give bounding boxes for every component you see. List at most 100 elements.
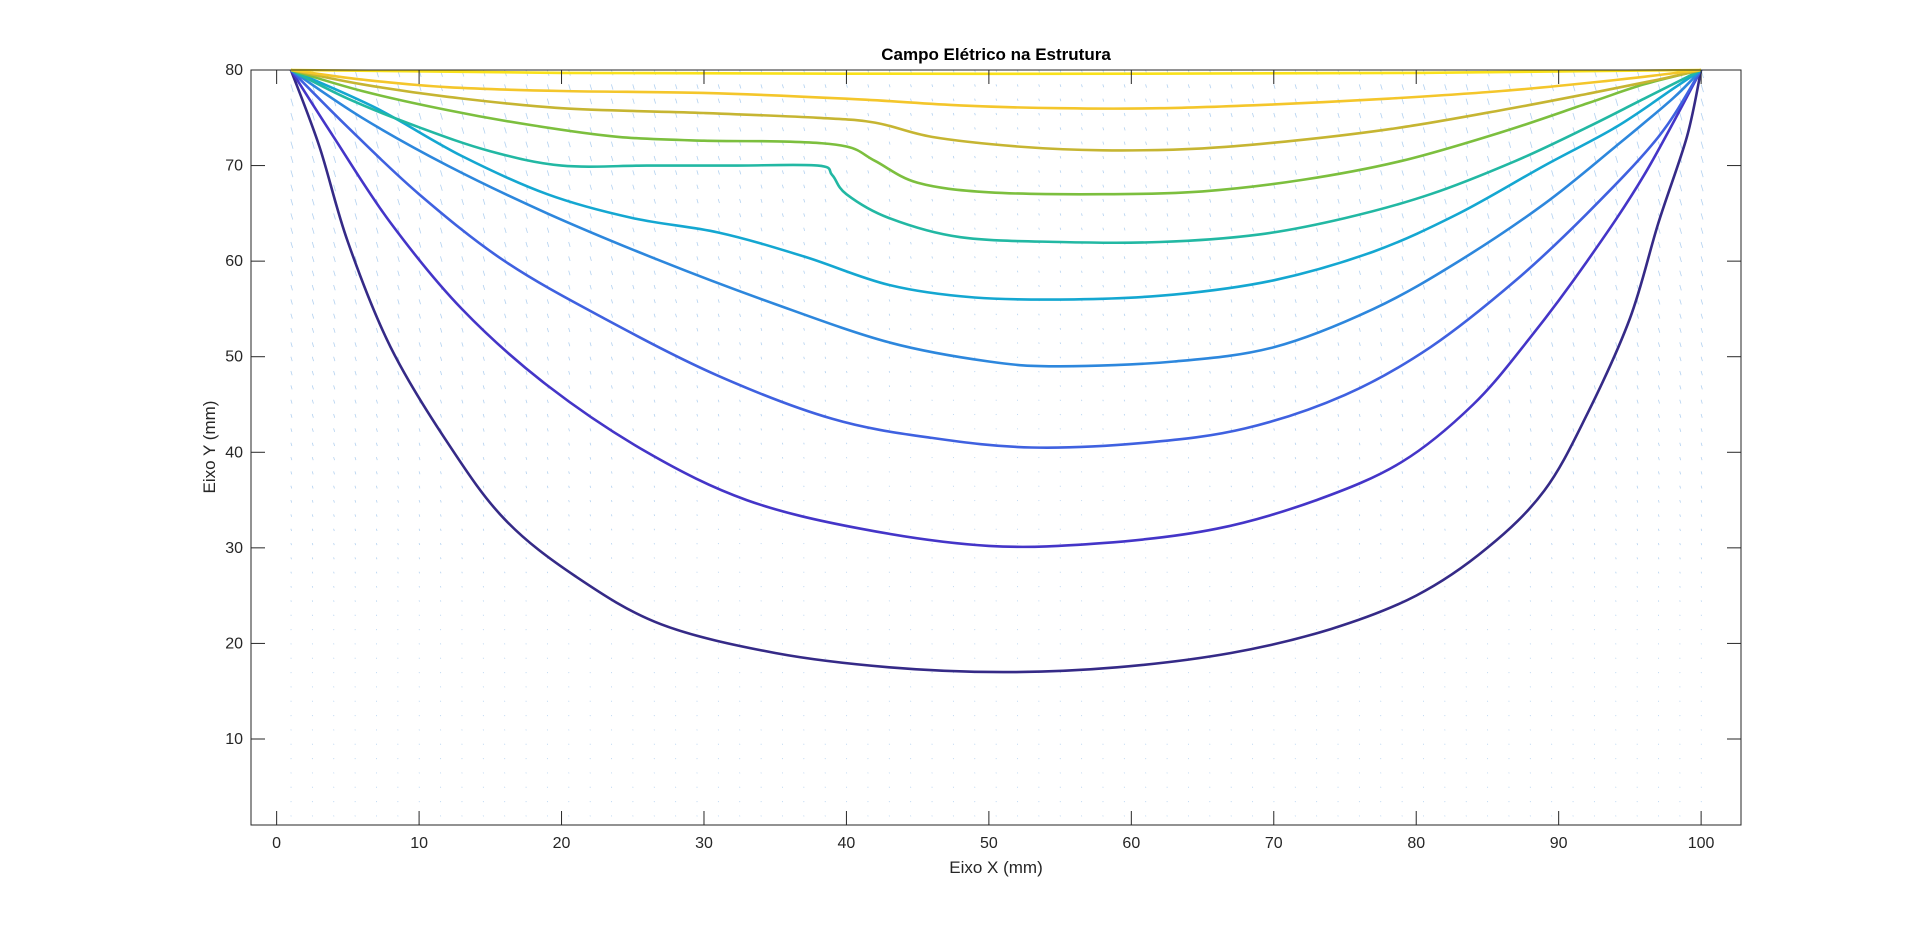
field-arrow [910, 284, 912, 288]
field-arrow [397, 542, 399, 546]
field-arrow [1016, 141, 1019, 144]
field-arrow [632, 428, 634, 432]
field-arrow [1209, 141, 1212, 146]
field-arrow [1551, 428, 1553, 432]
field-arrow [611, 184, 614, 190]
field-arrow [1337, 112, 1340, 119]
field-arrow [1465, 155, 1469, 162]
field-arrow [1657, 471, 1660, 475]
field-arrow [1294, 155, 1297, 161]
field-arrow [1551, 327, 1554, 333]
field-arrow [931, 213, 933, 216]
field-arrow [1081, 141, 1083, 145]
field-arrow [611, 356, 613, 361]
field-arrow [888, 327, 891, 331]
field-arrow [354, 356, 357, 362]
field-arrow [1422, 112, 1426, 119]
field-arrow [1700, 542, 1703, 546]
field-arrow [1401, 514, 1403, 517]
field-arrow [1166, 184, 1169, 189]
field-arrow [1380, 170, 1383, 176]
field-arrow [1401, 170, 1404, 176]
field-arrow [611, 284, 614, 290]
y-tick-label: 40 [225, 444, 243, 461]
field-arrow [1166, 127, 1169, 131]
field-arrow [632, 499, 634, 503]
field-arrow [611, 456, 613, 460]
field-arrow [1551, 413, 1553, 418]
field-arrow [1081, 327, 1083, 331]
field-arrow [739, 213, 742, 218]
field-arrow [1572, 514, 1574, 517]
field-arrow [311, 557, 314, 560]
field-arrow [1145, 299, 1147, 302]
field-arrow [1508, 342, 1511, 347]
field-arrow [1337, 127, 1340, 133]
field-arrow [311, 399, 314, 404]
field-arrow [1422, 499, 1425, 503]
field-arrow [375, 528, 378, 532]
field-arrow [675, 456, 677, 460]
field-arrow [611, 327, 613, 332]
field-arrow [482, 557, 485, 560]
field-arrow [375, 184, 379, 192]
field-arrow [1209, 385, 1211, 388]
field-arrow [1679, 428, 1682, 432]
field-arrow [1615, 227, 1618, 234]
field-arrow [760, 456, 762, 459]
field-arrow [418, 284, 421, 291]
field-arrow [1401, 485, 1404, 489]
field-arrow [1700, 471, 1703, 475]
field-arrow [1380, 514, 1382, 517]
field-arrow [803, 155, 806, 160]
field-arrow [1273, 184, 1276, 189]
field-arrow [888, 198, 891, 202]
field-arrow [461, 241, 464, 248]
field-arrow [888, 356, 891, 359]
field-arrow [1679, 270, 1682, 277]
field-arrow [1187, 198, 1190, 203]
field-arrow [675, 356, 677, 360]
field-arrow [931, 155, 934, 159]
field-arrow [1422, 141, 1426, 148]
field-arrow [974, 241, 976, 244]
field-arrow [803, 370, 805, 374]
field-arrow [482, 141, 486, 148]
field-arrow [632, 127, 635, 133]
field-arrow [1657, 499, 1660, 503]
field-arrow [568, 170, 571, 176]
field-arrow [525, 313, 528, 319]
field-arrow [952, 141, 955, 145]
field-arrow [1700, 370, 1703, 376]
field-arrow [1615, 456, 1617, 461]
field-arrow [1380, 241, 1383, 247]
field-arrow [1593, 184, 1597, 192]
field-arrow [760, 284, 763, 289]
field-arrow [781, 442, 784, 445]
field-arrow [1529, 385, 1532, 390]
field-arrow [589, 112, 593, 119]
field-arrow [1337, 499, 1339, 502]
field-arrow [1187, 227, 1190, 232]
field-arrow [375, 170, 379, 178]
field-arrow [781, 170, 784, 175]
field-arrow [354, 385, 357, 390]
field-arrow [290, 170, 294, 178]
field-arrow [1529, 155, 1533, 163]
field-arrow [1572, 270, 1575, 277]
field-arrow [632, 299, 635, 304]
field-arrow [354, 241, 358, 248]
field-arrow [397, 313, 400, 319]
field-arrow [1508, 356, 1511, 361]
field-arrow [781, 198, 784, 203]
field-arrow [1337, 299, 1340, 304]
field-arrow [589, 98, 593, 105]
field-arrow [1657, 284, 1661, 291]
field-arrow [1529, 241, 1533, 248]
field-arrow [1316, 256, 1319, 261]
field-arrow [888, 370, 891, 373]
field-arrow [611, 385, 613, 389]
field-arrow [568, 370, 571, 375]
field-arrow [632, 256, 635, 261]
field-arrow [1551, 127, 1554, 135]
